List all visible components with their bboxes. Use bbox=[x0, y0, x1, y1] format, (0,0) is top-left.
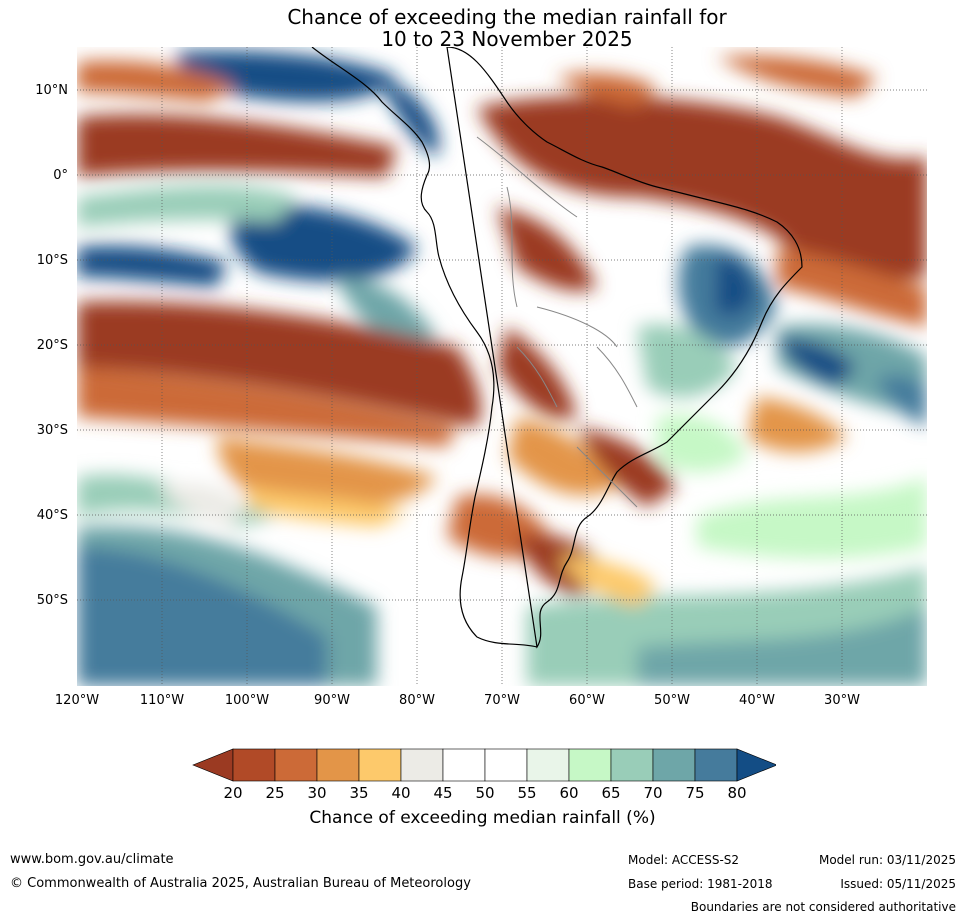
graticule bbox=[77, 47, 927, 686]
colorbar-tick-30: 30 bbox=[307, 784, 327, 802]
colorbar-cell bbox=[442, 748, 486, 782]
lat-label-30s: 30°S bbox=[36, 423, 68, 438]
colorbar-cell bbox=[568, 748, 612, 782]
colorbar-tick-35: 35 bbox=[349, 784, 369, 802]
footer-base-period: Base period: 1981-2018 bbox=[628, 877, 773, 891]
lon-label-70w: 70°W bbox=[484, 693, 520, 708]
colorbar-cell bbox=[232, 748, 276, 782]
colorbar-tick-75: 75 bbox=[685, 784, 705, 802]
coastline bbox=[311, 47, 803, 649]
colorbar-cell bbox=[316, 748, 360, 782]
lat-label-50s: 50°S bbox=[36, 593, 68, 608]
colorbar-label: Chance of exceeding median rainfall (%) bbox=[309, 808, 656, 828]
footer-model: Model: ACCESS-S2 bbox=[628, 853, 740, 867]
lon-label-40w: 40°W bbox=[739, 693, 775, 708]
colorbar-tick-60: 60 bbox=[559, 784, 579, 802]
chart-title-line1: Chance of exceeding the median rainfall … bbox=[287, 5, 727, 29]
colorbar-tick-20: 20 bbox=[223, 784, 243, 802]
colorbar-cell bbox=[274, 748, 318, 782]
rainfall-map bbox=[77, 47, 927, 686]
probability-field bbox=[77, 50, 927, 686]
lat-label-10s: 10°S bbox=[36, 253, 68, 268]
lon-label-120w: 120°W bbox=[54, 693, 100, 708]
footer-disclaimer: Boundaries are not considered authoritat… bbox=[690, 900, 956, 914]
lat-label-10n: 10°N bbox=[35, 83, 68, 98]
footer-copyright: © Commonwealth of Australia 2025, Austra… bbox=[10, 876, 471, 891]
footer-issued: Issued: 05/11/2025 bbox=[840, 877, 956, 891]
colorbar-tick-65: 65 bbox=[601, 784, 621, 802]
colorbar-cell bbox=[526, 748, 570, 782]
footer-url[interactable]: www.bom.gov.au/climate bbox=[10, 852, 174, 867]
lon-label-110w: 110°W bbox=[139, 693, 185, 708]
colorbar-cell bbox=[652, 748, 696, 782]
lat-label-0: 0° bbox=[53, 168, 68, 183]
colorbar-cell bbox=[400, 748, 444, 782]
colorbar-cell bbox=[484, 748, 528, 782]
colorbar bbox=[192, 748, 776, 782]
colorbar-tick-55: 55 bbox=[517, 784, 537, 802]
colorbar-tick-70: 70 bbox=[643, 784, 663, 802]
lat-label-40s: 40°S bbox=[36, 508, 68, 523]
chart-title-line2: 10 to 23 November 2025 bbox=[381, 27, 633, 51]
lon-label-30w: 30°W bbox=[824, 693, 860, 708]
lon-label-50w: 50°W bbox=[654, 693, 690, 708]
country-borders bbox=[476, 136, 638, 508]
colorbar-tick-40: 40 bbox=[391, 784, 411, 802]
colorbar-tick-45: 45 bbox=[433, 784, 453, 802]
colorbar-cell bbox=[694, 748, 738, 782]
colorbar-tick-25: 25 bbox=[265, 784, 285, 802]
colorbar-cell bbox=[610, 748, 654, 782]
colorbar-extend-high bbox=[736, 748, 776, 782]
lon-label-100w: 100°W bbox=[224, 693, 270, 708]
colorbar-tick-50: 50 bbox=[475, 784, 495, 802]
lon-label-60w: 60°W bbox=[569, 693, 605, 708]
lat-label-20s: 20°S bbox=[36, 338, 68, 353]
lon-label-90w: 90°W bbox=[314, 693, 350, 708]
footer-model-run: Model run: 03/11/2025 bbox=[818, 853, 956, 867]
colorbar-tick-80: 80 bbox=[727, 784, 747, 802]
lon-label-80w: 80°W bbox=[399, 693, 435, 708]
colorbar-cell bbox=[358, 748, 402, 782]
colorbar-extend-low bbox=[192, 748, 234, 782]
